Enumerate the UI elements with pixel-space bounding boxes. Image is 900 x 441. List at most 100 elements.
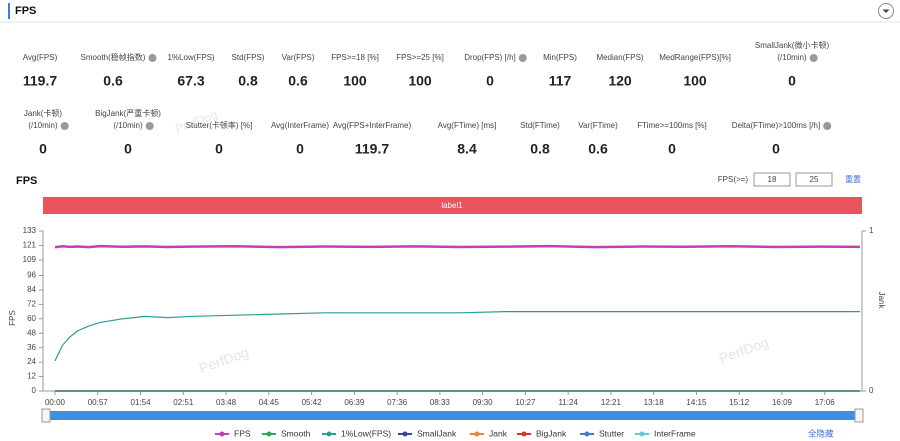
series-line: [54, 311, 860, 362]
legend-label[interactable]: SmallJank: [417, 428, 457, 438]
stat-label: (/10min): [28, 121, 58, 130]
stat-label: MedRange(FPS)[%]: [659, 53, 731, 62]
y-tick-label: 60: [27, 314, 36, 323]
legend-label[interactable]: InterFrame: [654, 428, 696, 438]
threshold-input[interactable]: [753, 172, 791, 187]
legend-marker[interactable]: [474, 431, 480, 437]
legend-label[interactable]: 1%Low(FPS): [341, 428, 391, 438]
reset-button[interactable]: 重置: [845, 174, 861, 184]
stat-value: 0: [486, 73, 494, 89]
y-axis-label: FPS: [8, 310, 17, 326]
scrollbar[interactable]: [47, 411, 858, 420]
legend-marker[interactable]: [219, 431, 225, 437]
stat-label: Jank(卡顿): [24, 108, 63, 118]
x-tick-label: 07:36: [387, 398, 408, 407]
x-tick-label: 13:18: [644, 398, 665, 407]
stat-label: (/10min): [777, 53, 807, 62]
stat-label: Min(FPS): [543, 53, 577, 62]
help-icon[interactable]: [145, 122, 154, 130]
stat-value: 100: [343, 73, 367, 89]
x-tick-label: 00:00: [45, 398, 66, 407]
stat-label: Avg(FPS+InterFrame): [333, 121, 412, 130]
x-tick-label: 15:12: [729, 398, 750, 407]
collapse-icon: [882, 9, 890, 13]
stat-value: 8.4: [457, 141, 477, 157]
y2-tick-label: 0: [869, 386, 874, 395]
y-tick-label: 84: [27, 285, 36, 294]
y-tick-label: 48: [27, 328, 36, 337]
stat-value: 0: [788, 73, 796, 89]
stat-value: 67.3: [177, 73, 204, 89]
help-icon[interactable]: [60, 122, 69, 130]
x-tick-label: 00:57: [88, 398, 109, 407]
legend-label[interactable]: FPS: [234, 428, 251, 438]
stat-label: Avg(FPS): [23, 53, 58, 62]
stat-label: Median(FPS): [596, 53, 643, 62]
stat-value: 0: [124, 141, 132, 157]
stat-value: 100: [683, 73, 707, 89]
help-icon[interactable]: [148, 54, 157, 62]
stat-label: Var(FTime): [578, 121, 618, 130]
scroll-handle[interactable]: [854, 408, 864, 423]
threshold-value: 25: [810, 175, 819, 184]
legend-marker[interactable]: [639, 431, 645, 437]
stat-label: Std(FPS): [232, 53, 265, 62]
y-tick-label: 0: [32, 386, 37, 395]
stat-value: 0.6: [103, 73, 123, 89]
hide-all-button[interactable]: 全隐藏: [808, 428, 834, 438]
stat-label: Avg(FTime) [ms]: [438, 121, 497, 130]
watermark: PerfDog: [197, 344, 251, 377]
stat-label: Stutter(卡顿率) [%]: [186, 120, 253, 130]
series-line: [54, 244, 861, 249]
stat-value: 100: [408, 73, 432, 89]
legend-marker[interactable]: [402, 431, 408, 437]
legend-label[interactable]: BigJank: [536, 428, 567, 438]
stat-label: FTime>=100ms [%]: [637, 121, 707, 130]
stat-value: 0: [296, 141, 304, 157]
help-icon[interactable]: [809, 54, 818, 62]
x-tick-label: 03:48: [216, 398, 237, 407]
watermark: PerfDog: [717, 334, 771, 367]
x-tick-label: 06:39: [344, 398, 365, 407]
legend-marker[interactable]: [266, 431, 272, 437]
x-tick-label: 12:21: [601, 398, 622, 407]
help-icon[interactable]: [518, 54, 527, 62]
stat-label: Std(FTime): [520, 121, 560, 130]
chart-title: FPS: [16, 175, 37, 187]
stat-value: 0: [772, 141, 780, 157]
legend-marker[interactable]: [326, 431, 332, 437]
scroll-handle[interactable]: [41, 408, 51, 423]
threshold-input[interactable]: [795, 172, 833, 187]
stat-value: 119.7: [355, 141, 389, 157]
x-tick-label: 10:27: [515, 398, 536, 407]
y2-axis-label: Jank: [877, 292, 886, 310]
x-tick-label: 16:09: [772, 398, 793, 407]
legend-label[interactable]: Smooth: [281, 428, 311, 438]
stat-label: FPS>=25 [%]: [396, 53, 444, 62]
stat-label: FPS>=18 [%]: [331, 53, 379, 62]
x-tick-label: 14:15: [686, 398, 707, 407]
y-tick-label: 121: [23, 241, 37, 250]
x-tick-label: 04:45: [259, 398, 280, 407]
legend-marker[interactable]: [584, 431, 590, 437]
stat-value: 0: [215, 141, 223, 157]
stat-label: Smooth(稳帧指数): [81, 52, 146, 62]
stat-value: 0: [668, 141, 676, 157]
page-title: FPS: [15, 5, 36, 17]
y-tick-label: 36: [27, 343, 36, 352]
help-icon[interactable]: [823, 122, 832, 130]
threshold-label: FPS(>=): [718, 175, 749, 184]
stat-value: 0.8: [530, 141, 550, 157]
legend-marker[interactable]: [521, 431, 527, 437]
stat-value: 117: [549, 73, 572, 89]
label-banner: [43, 197, 862, 214]
banner-text: label1: [441, 201, 463, 210]
stat-label: Delta(FTime)>100ms [/h]: [732, 121, 820, 130]
stat-value: 120: [608, 73, 632, 89]
legend-label[interactable]: Stutter: [599, 428, 624, 438]
stat-value: 0.6: [288, 73, 308, 89]
x-tick-label: 05:42: [302, 398, 323, 407]
legend-label[interactable]: Jank: [489, 428, 508, 438]
stat-label: SmallJank(微小卡顿): [755, 40, 830, 50]
